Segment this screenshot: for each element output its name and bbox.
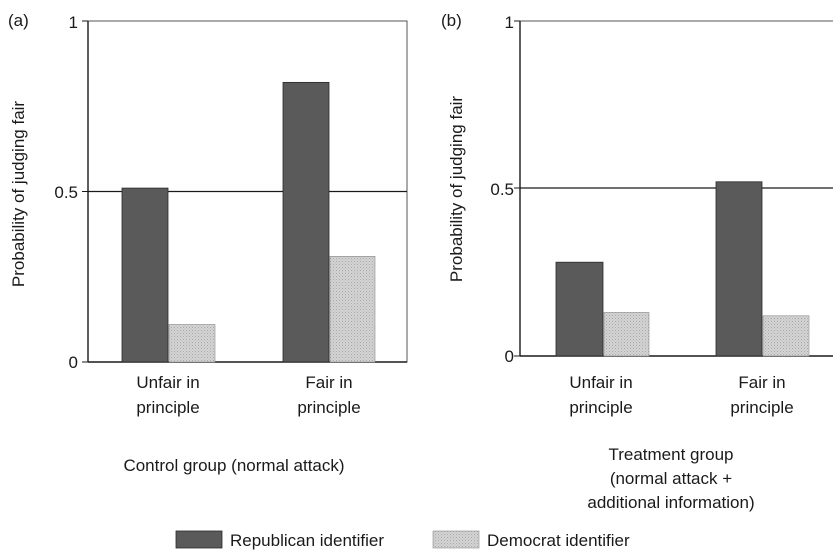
panel-a-bar-republican-unfair — [121, 187, 169, 363]
panel-b-bar-republican-fair — [715, 181, 763, 357]
panel-a-bar-democrat-unfair — [168, 324, 216, 363]
panel-b-category-label-fair-line1: Fair in — [738, 373, 785, 392]
panel-b-category-label-unfair-line1: Unfair in — [569, 373, 632, 392]
panel-a-label: (a) — [8, 11, 29, 30]
legend-swatch-republican — [175, 530, 223, 549]
panel-b-category-label-unfair-line2: principle — [569, 398, 632, 417]
panel-b-ytick-label-1: 0.5 — [490, 180, 514, 199]
panel-a-ytick-label-0: 0 — [69, 353, 78, 372]
legend-swatch-democrat — [432, 530, 480, 549]
panel-b-y-axis-label: Probability of judging fair — [447, 96, 466, 283]
panel-b-group-label-line1: Treatment group — [608, 445, 733, 464]
panel-a-bar-republican-fair — [282, 81, 330, 363]
panel-b-label: (b) — [441, 11, 462, 30]
panel-b-bar-democrat-fair — [762, 315, 810, 357]
panel-b-ytick-label-2: 1 — [505, 13, 514, 32]
panel-a-y-axis-label: Probability of judging fair — [9, 101, 28, 288]
panel-a-ytick-label-2: 1 — [69, 13, 78, 32]
panel-b-group-label-line2: (normal attack + — [610, 469, 732, 488]
panel-b-bar-republican-unfair — [555, 261, 604, 357]
panel-b-chart: (b) Probability of judging fair 0 0.5 1 … — [441, 11, 833, 512]
panel-a-group-label: Control group (normal attack) — [123, 456, 344, 475]
panel-a-category-label-fair-line1: Fair in — [305, 373, 352, 392]
panel-a-category-label-unfair-line2: principle — [136, 398, 199, 417]
panel-a-bar-democrat-fair — [329, 255, 376, 363]
legend-label-democrat: Democrat identifier — [487, 531, 630, 550]
panel-b-ytick-label-0: 0 — [505, 347, 514, 366]
panel-a-category-label-fair-line2: principle — [297, 398, 360, 417]
panel-b-bar-democrat-unfair — [603, 312, 650, 357]
panel-b-group-label-line3: additional information) — [587, 493, 754, 512]
legend-label-republican: Republican identifier — [230, 531, 384, 550]
panel-b-category-label-fair-line2: principle — [730, 398, 793, 417]
panel-a-chart: (a) Probability of judging fair 0 0.5 1 … — [8, 11, 408, 475]
legend: Republican identifier Democrat identifie… — [175, 530, 630, 550]
panel-a-category-label-unfair-line1: Unfair in — [136, 373, 199, 392]
panel-a-ytick-label-1: 0.5 — [54, 183, 78, 202]
